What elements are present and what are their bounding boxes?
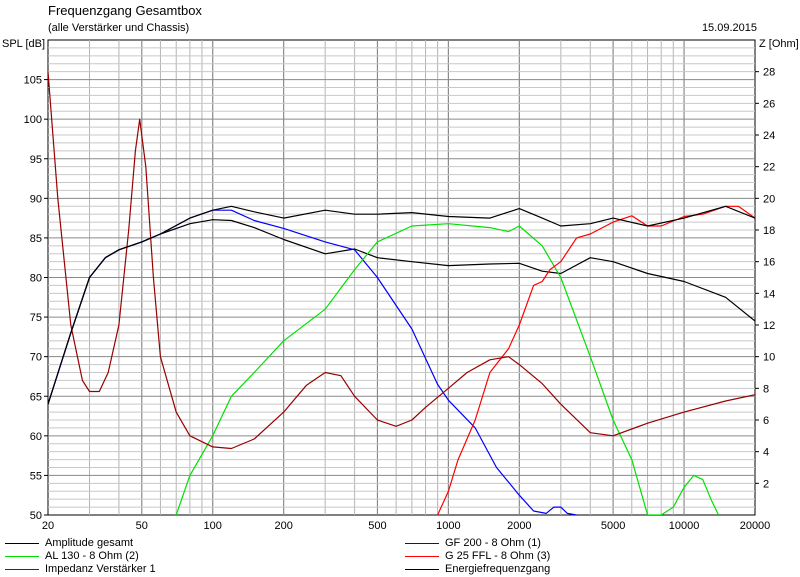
y-left-tick-label: 95 <box>30 154 42 166</box>
y-left-tick-label: 50 <box>30 510 42 522</box>
y-right-tick-label: 12 <box>763 320 775 332</box>
y-left-tick-label: 55 <box>30 470 42 482</box>
y-right-tick-label: 26 <box>763 98 775 110</box>
y-right-tick-label: 24 <box>763 130 775 142</box>
chart-title: Frequenzgang Gesamtbox <box>48 3 202 18</box>
legend-label: Amplitude gesamt <box>45 537 134 549</box>
y-right-tick-label: 4 <box>763 447 769 459</box>
series-line-3 <box>175 223 720 515</box>
legend-swatch <box>405 542 439 544</box>
x-tick-label: 20 <box>42 520 54 532</box>
x-tick-label: 20000 <box>740 520 771 532</box>
legend-item: Impedanz Verstärker 1 <box>5 563 156 576</box>
legend-swatch <box>5 555 39 557</box>
y-axis-right-label: Z [Ohm] <box>759 38 799 50</box>
y-left-tick-label: 100 <box>24 114 42 126</box>
y-right-tick-label: 20 <box>763 193 775 205</box>
y-left-tick-label: 85 <box>30 233 42 245</box>
legend-swatch <box>5 542 39 544</box>
legend-item: GF 200 - 8 Ohm (1) <box>405 537 541 550</box>
chart-date: 15.09.2015 <box>701 22 757 34</box>
legend-label: Impedanz Verstärker 1 <box>45 563 156 575</box>
series-line-5 <box>48 71 755 450</box>
x-tick-label: 100 <box>204 520 222 532</box>
y-left-tick-label: 70 <box>30 352 42 364</box>
x-tick-label: 200 <box>274 520 292 532</box>
y-right-tick-label: 8 <box>763 383 769 395</box>
y-right-tick-label: 2 <box>763 478 769 490</box>
legend-swatch <box>405 568 439 570</box>
legend-label: G 25 FFL - 8 Ohm (3) <box>445 550 551 562</box>
legend-label: AL 130 - 8 Ohm (2) <box>45 550 139 562</box>
y-right-tick-label: 22 <box>763 162 775 174</box>
legend-item: Energiefrequenzgang <box>405 563 550 576</box>
legend-item: G 25 FFL - 8 Ohm (3) <box>405 550 550 563</box>
x-tick-label: 50 <box>136 520 148 532</box>
x-tick-label: 5000 <box>601 520 625 532</box>
legend-swatch <box>5 568 39 570</box>
x-tick-label: 10000 <box>669 520 700 532</box>
y-left-tick-label: 65 <box>30 391 42 403</box>
legend-swatch <box>405 555 439 557</box>
y-right-tick-label: 14 <box>763 288 775 300</box>
y-left-tick-label: 60 <box>30 431 42 443</box>
y-right-tick-label: 18 <box>763 225 775 237</box>
x-tick-label: 2000 <box>507 520 531 532</box>
y-left-tick-label: 90 <box>30 193 42 205</box>
legend-label: GF 200 - 8 Ohm (1) <box>445 537 541 549</box>
y-left-tick-label: 80 <box>30 273 42 285</box>
y-right-tick-label: 28 <box>763 67 775 79</box>
y-left-tick-label: 105 <box>24 75 42 87</box>
x-tick-label: 1000 <box>436 520 460 532</box>
y-right-tick-label: 10 <box>763 352 775 364</box>
x-tick-label: 500 <box>368 520 386 532</box>
series-line-6 <box>48 205 755 405</box>
y-right-tick-label: 6 <box>763 415 769 427</box>
y-axis-left-label: SPL [dB] <box>2 38 46 50</box>
y-left-tick-label: 75 <box>30 312 42 324</box>
chart-subtitle: (alle Verstärker und Chassis) <box>48 22 190 34</box>
y-right-tick-label: 16 <box>763 257 775 269</box>
legend-item: AL 130 - 8 Ohm (2) <box>5 550 139 563</box>
legend-label: Energiefrequenzgang <box>445 563 551 575</box>
legend-item: Amplitude gesamt <box>5 537 133 550</box>
